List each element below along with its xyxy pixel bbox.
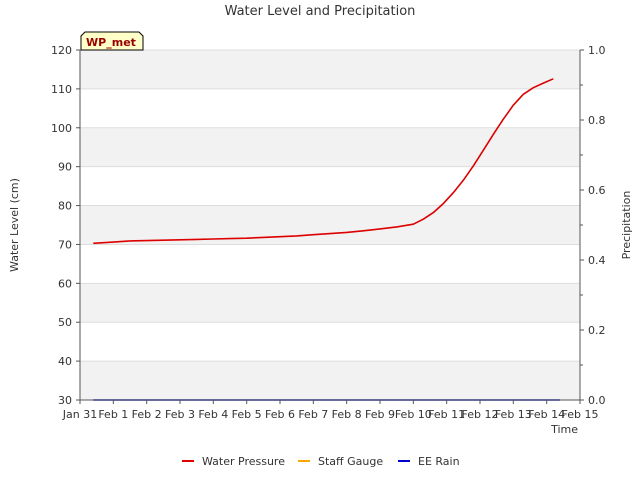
background-band <box>80 166 580 206</box>
y-tick-label: 50 <box>58 316 72 329</box>
background-band <box>80 244 580 284</box>
x-tick-label: Feb 12 <box>462 408 499 421</box>
x-tick-label: Feb 7 <box>298 408 328 421</box>
x-tick-label: Feb 9 <box>365 408 395 421</box>
x-tick-label: Feb 4 <box>198 408 228 421</box>
chart-title: Water Level and Precipitation <box>225 4 416 19</box>
background-band <box>80 50 580 89</box>
legend-label-staff-gauge: Staff Gauge <box>318 455 383 468</box>
legend-label-ee-rain: EE Rain <box>418 455 460 468</box>
y-tick-label: 90 <box>58 161 72 174</box>
y-tick-label: 100 <box>51 122 72 135</box>
y-tick-label: 80 <box>58 200 72 213</box>
background-band <box>80 88 580 128</box>
x-tick-label: Feb 5 <box>232 408 262 421</box>
y2-tick-label: 0.6 <box>588 184 606 197</box>
x-axis-ticks: Jan 31 Feb 1 Feb 2 Feb 3 Feb 4 Feb 5 Feb 6 Feb … <box>62 400 599 421</box>
background-band <box>80 283 580 323</box>
x-axis-label: Time <box>550 423 578 436</box>
legend: Water Pressure Staff Gauge EE Rain <box>182 455 460 468</box>
y-tick-label: 60 <box>58 277 72 290</box>
background-band <box>80 361 580 400</box>
x-tick-label: Feb 13 <box>495 408 532 421</box>
x-tick-label: Feb 6 <box>265 408 295 421</box>
annotation-label: WP_met <box>80 31 144 51</box>
x-tick-label: Feb 14 <box>528 408 565 421</box>
y2-tick-label: 0.0 <box>588 394 606 407</box>
x-tick-label: Feb 8 <box>332 408 362 421</box>
legend-label-water-pressure: Water Pressure <box>202 455 285 468</box>
series-line-water-pressure <box>93 78 554 245</box>
annotation-text: WP_met <box>86 36 136 49</box>
y2-axis-label: Precipitation <box>620 191 633 260</box>
y-tick-label: 120 <box>51 44 72 57</box>
background-band <box>80 205 580 245</box>
gridlines <box>80 49 580 401</box>
y2-tick-label: 1.0 <box>588 44 606 57</box>
y-tick-label: 110 <box>51 83 72 96</box>
x-tick-label: Feb 15 <box>562 408 599 421</box>
y-axis-ticks: 30 40 50 60 70 80 90 100 110 120 <box>51 44 80 407</box>
y2-tick-label: 0.2 <box>588 324 606 337</box>
y-axis-label: Water Level (cm) <box>8 178 21 272</box>
y-tick-label: 40 <box>58 355 72 368</box>
background-bands <box>80 50 580 400</box>
y-tick-label: 30 <box>58 394 72 407</box>
x-tick-label: Feb 11 <box>428 408 465 421</box>
y2-axis-ticks: 0.0 0.2 0.4 0.6 0.8 1.0 <box>580 44 606 407</box>
background-band <box>80 127 580 167</box>
y2-tick-label: 0.8 <box>588 114 606 127</box>
x-tick-label: Feb 1 <box>98 408 128 421</box>
background-band <box>80 322 580 362</box>
y-tick-label: 70 <box>58 238 72 251</box>
y2-tick-label: 0.4 <box>588 254 606 267</box>
x-tick-label: Feb 10 <box>395 408 432 421</box>
x-tick-label: Jan 31 <box>62 408 97 421</box>
x-tick-label: Feb 3 <box>165 408 195 421</box>
x-tick-label: Feb 2 <box>132 408 162 421</box>
